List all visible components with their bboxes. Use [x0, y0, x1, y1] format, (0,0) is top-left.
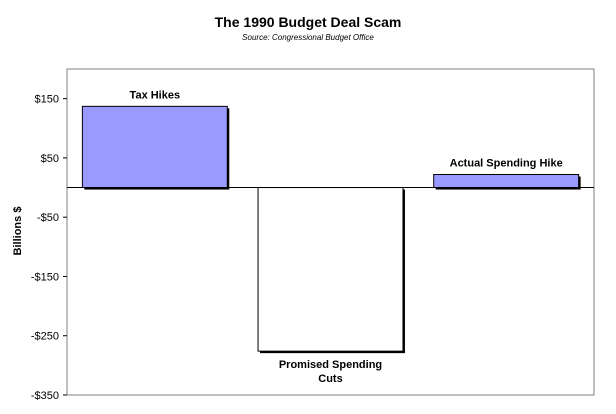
- y-tick-label: -$50: [37, 212, 59, 224]
- y-tick-label: -$350: [31, 390, 59, 402]
- bar-label: Promised Spending: [279, 359, 382, 371]
- bar-label: Tax Hikes: [130, 89, 181, 101]
- y-tick-label: -$250: [31, 331, 59, 343]
- bar-label: Actual Spending Hike: [450, 158, 563, 170]
- chart-title: The 1990 Budget Deal Scam: [215, 14, 402, 30]
- bar: [433, 174, 580, 189]
- bar: [257, 187, 404, 352]
- y-tick-label: $150: [35, 94, 59, 106]
- y-tick-label: -$150: [31, 271, 59, 283]
- y-axis-label: Billions $: [12, 207, 24, 256]
- chart-subtitle: Source: Congressional Budget Office: [242, 33, 374, 42]
- plot-area: $150 $50 -$50 -$150 -$250 -$350 Tax Hikes Promi…: [31, 68, 595, 402]
- plot-frame: [66, 68, 595, 396]
- bar-label: Cuts: [318, 373, 342, 385]
- y-tick-label: $50: [41, 153, 59, 165]
- bar: [81, 105, 228, 189]
